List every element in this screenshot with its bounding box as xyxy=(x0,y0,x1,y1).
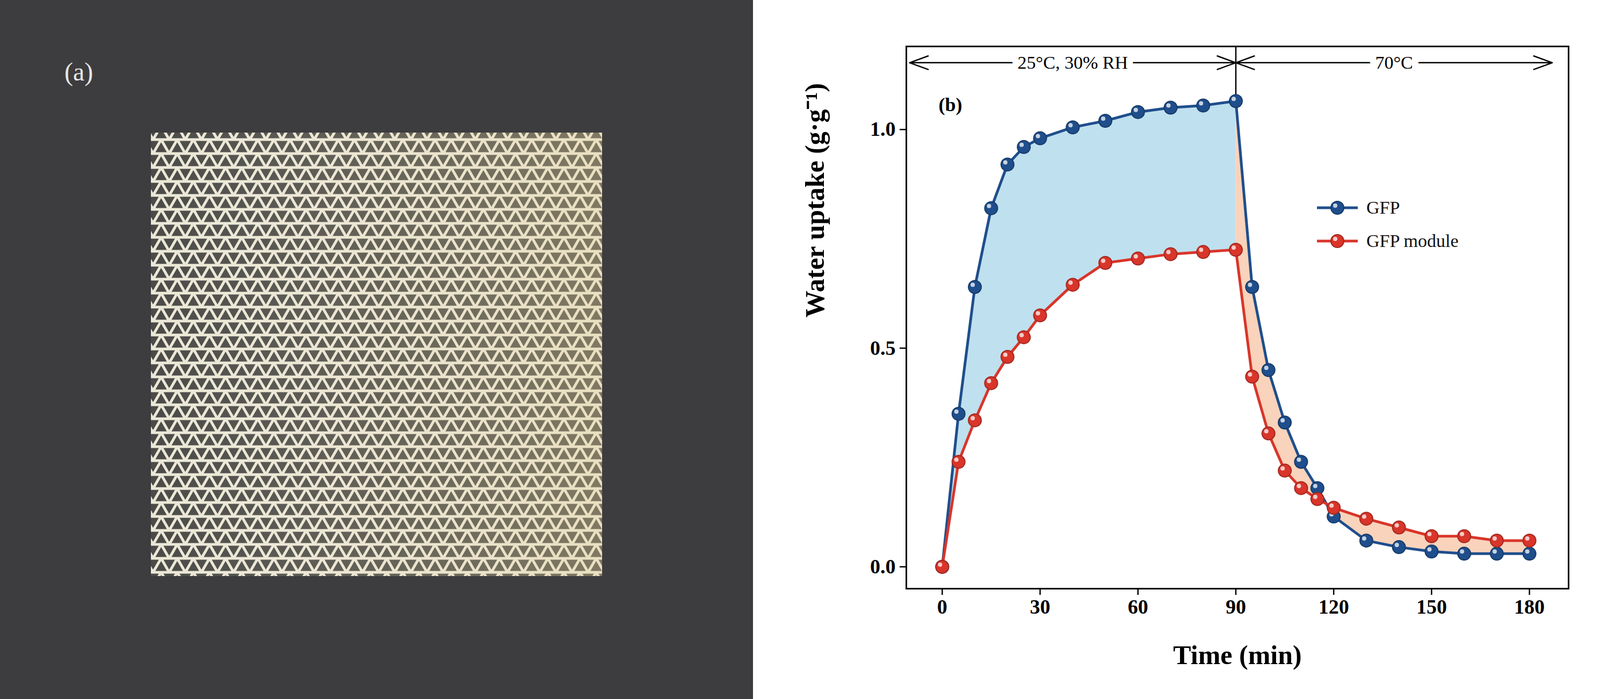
svg-text:150: 150 xyxy=(1416,595,1447,619)
svg-text:180: 180 xyxy=(1514,595,1545,619)
svg-text:30: 30 xyxy=(1030,595,1051,619)
svg-text:90: 90 xyxy=(1225,595,1247,619)
html-text:GFP: GFP xyxy=(1366,197,1400,218)
svg-text:120: 120 xyxy=(1318,595,1350,619)
svg-text:60: 60 xyxy=(1127,595,1149,619)
svg-text:70°C: 70°C xyxy=(1374,52,1413,73)
svg-text:(b): (b) xyxy=(938,93,963,116)
svg-text:0: 0 xyxy=(937,595,948,619)
svg-text:0.0: 0.0 xyxy=(870,555,896,578)
svg-text:(a): (a) xyxy=(64,57,93,87)
svg-text:Water uptake (g·g⁻¹): Water uptake (g·g⁻¹) xyxy=(799,83,830,318)
svg-text:0.5: 0.5 xyxy=(870,336,896,360)
html-text:GFP module: GFP module xyxy=(1366,230,1459,251)
svg-text:25°C, 30% RH: 25°C, 30% RH xyxy=(1017,52,1128,73)
svg-text:Time (min): Time (min) xyxy=(1173,640,1302,671)
svg-text:1.0: 1.0 xyxy=(870,117,896,141)
